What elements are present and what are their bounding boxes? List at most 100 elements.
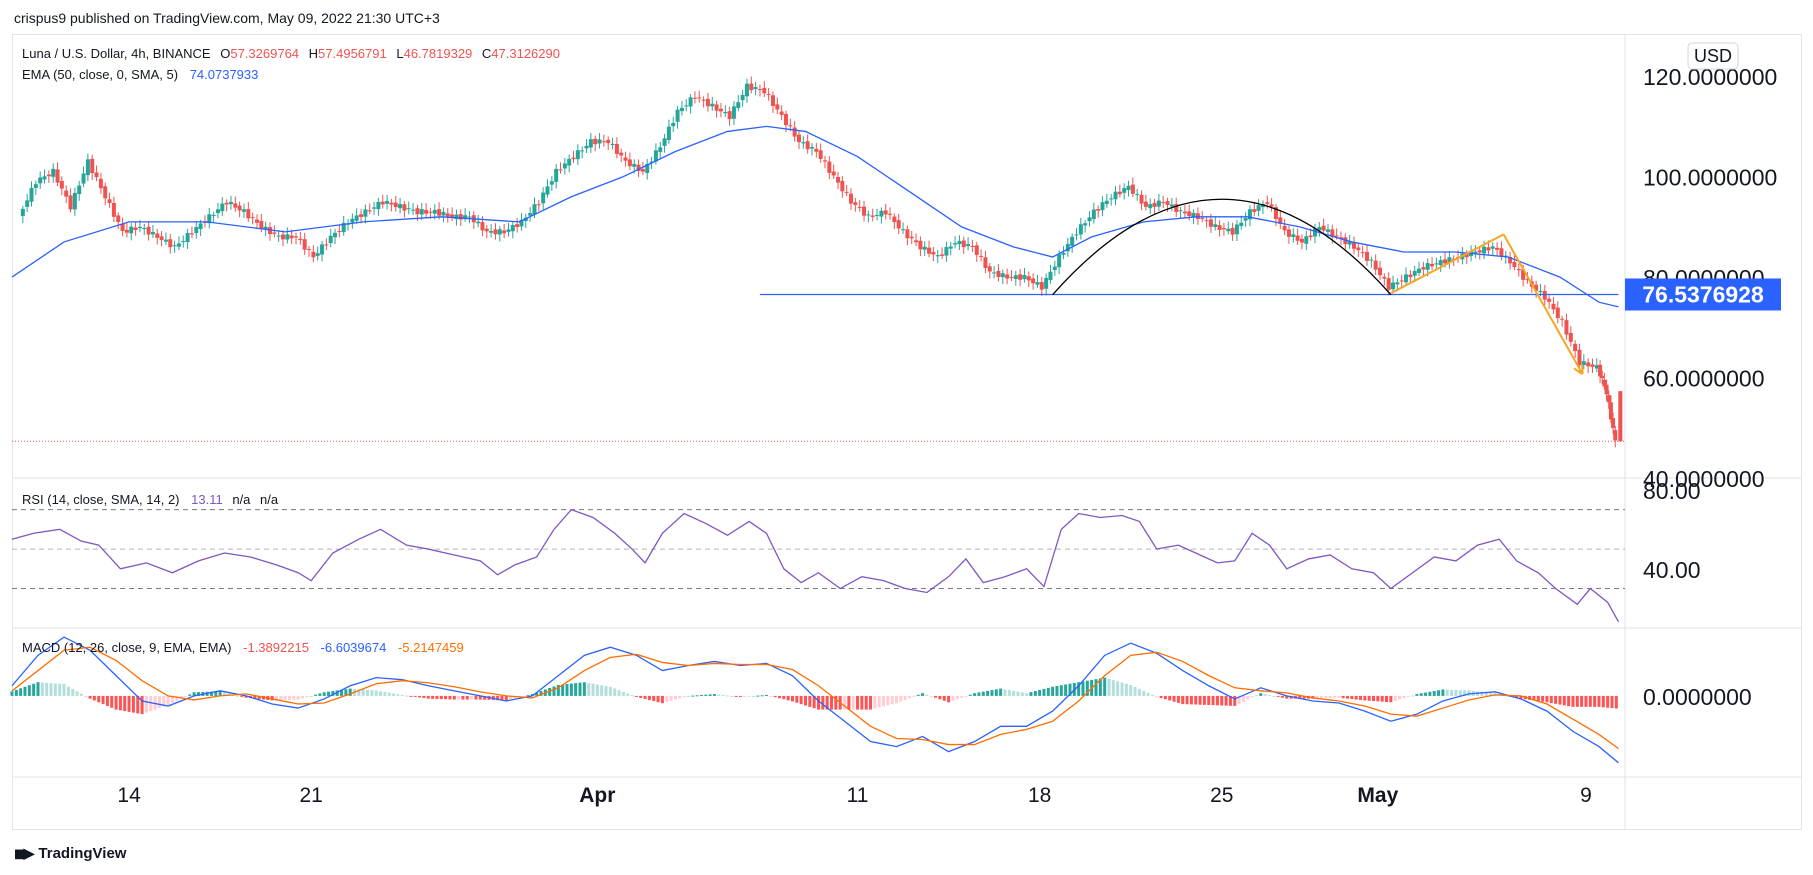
candle-body bbox=[610, 143, 615, 145]
candle-body bbox=[870, 215, 875, 217]
candle bbox=[1239, 215, 1244, 230]
candle bbox=[1590, 358, 1595, 373]
price-pane[interactable] bbox=[11, 76, 1625, 448]
candle bbox=[441, 207, 446, 223]
candle bbox=[545, 179, 550, 198]
candle bbox=[116, 212, 121, 229]
macd-hist-bar bbox=[504, 695, 508, 701]
candle bbox=[588, 132, 593, 153]
candle bbox=[1512, 254, 1517, 271]
candle bbox=[1568, 326, 1573, 347]
rsi-pane[interactable] bbox=[11, 508, 1625, 623]
candle-body bbox=[866, 214, 871, 216]
candle bbox=[1417, 261, 1422, 277]
macd-hist-bar bbox=[136, 695, 140, 714]
tradingview-brand[interactable]: ◼▶ TradingView bbox=[14, 845, 126, 862]
macd-hist-bar bbox=[357, 689, 361, 696]
candle-body bbox=[883, 210, 888, 215]
candle-body bbox=[1087, 217, 1092, 222]
candle-body bbox=[662, 138, 667, 146]
candle bbox=[1611, 412, 1616, 435]
macd-hist-bar bbox=[140, 695, 144, 715]
macd-hist-bar bbox=[1454, 689, 1458, 696]
candle-body bbox=[276, 235, 281, 237]
macd-hist-bar bbox=[890, 695, 894, 705]
macd-hist-bar bbox=[383, 691, 387, 696]
rsi-legend-na-1: n/a bbox=[232, 492, 251, 507]
candle bbox=[142, 223, 147, 236]
candle bbox=[77, 180, 82, 201]
candle-body bbox=[1443, 259, 1448, 264]
candle-body bbox=[1048, 271, 1053, 280]
candle bbox=[367, 203, 372, 215]
candle bbox=[181, 235, 186, 248]
candle bbox=[1065, 237, 1070, 257]
macd-pane[interactable] bbox=[10, 636, 1619, 764]
candle bbox=[697, 90, 702, 103]
currency-badge[interactable]: USD bbox=[1687, 42, 1739, 70]
candle-body bbox=[918, 240, 923, 250]
candle bbox=[944, 241, 949, 262]
candle-body bbox=[220, 203, 225, 212]
macd-hist-bar bbox=[877, 695, 881, 708]
svg-text:MACD (12, 26, close, 9, EMA, E: MACD (12, 26, close, 9, EMA, EMA) -1.389… bbox=[22, 640, 464, 655]
candle-body bbox=[1564, 320, 1569, 335]
macd-hist-bar bbox=[23, 686, 27, 696]
candle-body bbox=[1234, 224, 1239, 235]
candle bbox=[1005, 268, 1010, 285]
macd-hist-bar bbox=[968, 694, 972, 696]
candle bbox=[549, 176, 554, 192]
macd-hist-bar bbox=[994, 689, 998, 696]
candle bbox=[1508, 251, 1513, 270]
candle-body bbox=[237, 205, 242, 211]
candle-body bbox=[1408, 274, 1413, 278]
candle-body bbox=[1169, 204, 1174, 207]
candle-body bbox=[914, 240, 919, 243]
macd-hist-bar bbox=[1398, 695, 1402, 700]
candle bbox=[346, 219, 351, 231]
candle bbox=[1000, 269, 1005, 285]
macd-legend-hist: -1.3892215 bbox=[243, 640, 309, 655]
candle bbox=[1360, 245, 1365, 258]
macd-hist-bar bbox=[1185, 695, 1189, 705]
macd-hist-bar bbox=[179, 695, 183, 699]
macd-hist-bar bbox=[1345, 695, 1349, 699]
candle-body bbox=[354, 215, 359, 221]
macd-hist-bar bbox=[1324, 695, 1328, 699]
candle-body bbox=[519, 219, 524, 227]
candle bbox=[1555, 301, 1560, 324]
macd-hist-bar bbox=[1519, 695, 1523, 699]
macd-hist-bar bbox=[75, 691, 79, 696]
macd-hist-bar bbox=[374, 690, 378, 696]
open-label: O bbox=[220, 46, 230, 61]
candle bbox=[411, 203, 416, 215]
candle-body bbox=[263, 226, 268, 230]
candle-body bbox=[1156, 200, 1161, 207]
candle-body bbox=[207, 214, 212, 224]
macd-hist-bar bbox=[673, 695, 677, 700]
candle-body bbox=[775, 104, 780, 110]
candle bbox=[684, 99, 689, 112]
macd-hist-bar bbox=[869, 695, 873, 710]
candle-body bbox=[1226, 228, 1231, 232]
candle-body bbox=[744, 83, 749, 97]
candle bbox=[393, 195, 398, 212]
candle bbox=[1048, 264, 1053, 284]
candle bbox=[571, 150, 576, 164]
candle bbox=[961, 236, 966, 255]
candle bbox=[1490, 242, 1495, 256]
candle-body bbox=[957, 240, 962, 245]
candle-body bbox=[432, 209, 437, 214]
candle-body bbox=[762, 87, 767, 94]
macd-hist-bar bbox=[1606, 695, 1610, 708]
candle-body bbox=[59, 180, 64, 189]
macd-hist-bar bbox=[782, 695, 786, 700]
macd-hist-bar bbox=[1159, 695, 1163, 699]
candle-body bbox=[1239, 222, 1244, 227]
macd-hist-bar bbox=[1046, 687, 1050, 696]
candle bbox=[757, 84, 762, 97]
macd-hist-bar bbox=[1463, 690, 1467, 696]
candle-body bbox=[497, 229, 502, 235]
macd-hist-bar bbox=[1263, 694, 1267, 696]
